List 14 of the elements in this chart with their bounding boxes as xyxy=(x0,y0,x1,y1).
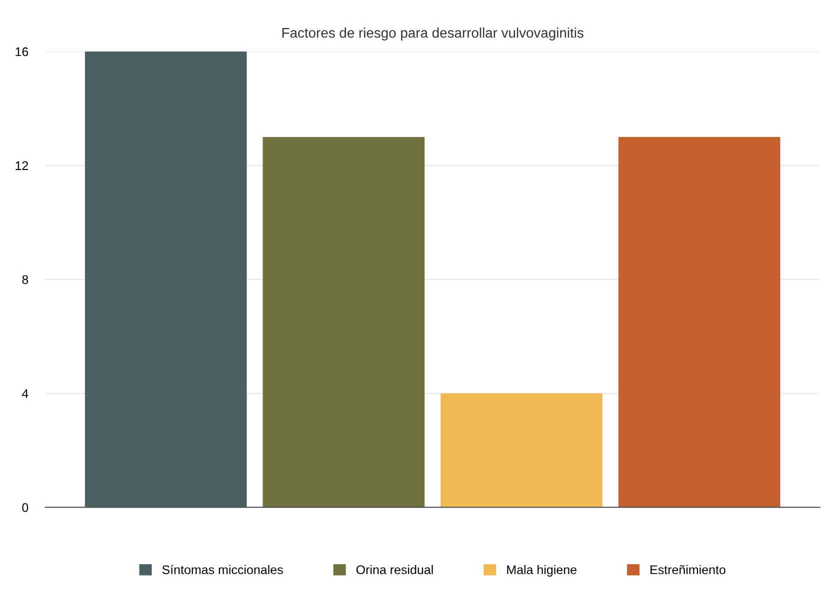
legend-label: Estreñimiento xyxy=(650,564,726,574)
y-tick-label: 16 xyxy=(16,47,28,56)
bar xyxy=(84,52,247,508)
bar xyxy=(262,136,425,508)
y-tick-label: 4 xyxy=(22,389,28,398)
y-tick-label: 0 xyxy=(22,503,28,512)
y-tick-label: 12 xyxy=(16,161,28,170)
y-tick-label: 8 xyxy=(22,275,28,284)
bar xyxy=(618,136,780,508)
legend-label: Mala higiene xyxy=(507,564,576,577)
chart-title: Factores de riesgo para desarrollar vulvovaginitis xyxy=(282,28,584,40)
bar xyxy=(440,393,602,508)
legend-label: Síntomas miccionales xyxy=(162,564,283,574)
legend-label: Orina residual xyxy=(356,564,433,574)
